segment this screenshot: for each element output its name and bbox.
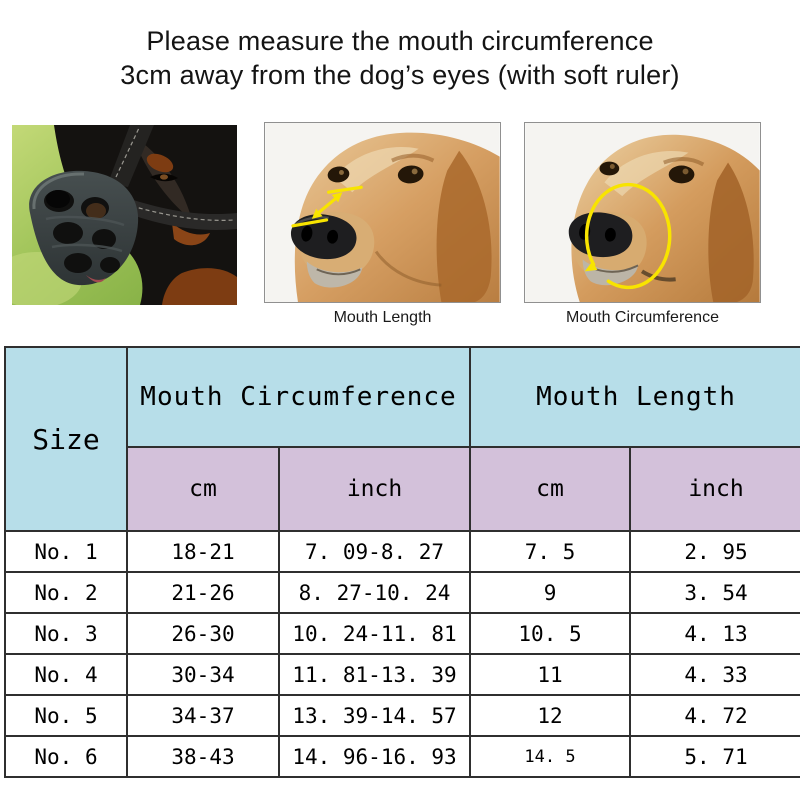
ml-cm-value: 11 [469, 653, 632, 696]
table-row: No. 1 18-21 7. 09-8. 27 7. 5 2. 95 [4, 530, 800, 573]
mouth-length-arrow-icon [291, 185, 363, 228]
table-row: No. 4 30-34 11. 81-13. 39 11 4. 33 [4, 653, 800, 696]
mouth-circumference-photo [524, 122, 761, 303]
ml-inch-value: 3. 54 [629, 571, 800, 614]
size-value: No. 3 [4, 612, 128, 655]
mc-inch-value: 8. 27-10. 24 [277, 571, 472, 614]
page-title: Please measure the mouth circumference 3… [0, 24, 800, 92]
mc-cm-value: 26-30 [126, 612, 280, 655]
ml-inch-value: 2. 95 [629, 530, 800, 573]
ml-cm-value: 14. 5 [469, 735, 632, 778]
table-row: No. 6 38-43 14. 96-16. 93 14. 5 5. 71 [4, 735, 800, 778]
mc-cm-value: 18-21 [126, 530, 280, 573]
ml-inch-value: 5. 71 [629, 735, 800, 778]
dog-with-muzzle-illustration [12, 125, 237, 305]
ml-cm-value: 12 [469, 694, 632, 737]
size-value: No. 4 [4, 653, 128, 696]
mouth-length-photo [264, 122, 501, 303]
size-value: No. 2 [4, 571, 128, 614]
ml-cm-value: 7. 5 [469, 530, 632, 573]
mc-inch-value: 13. 39-14. 57 [277, 694, 472, 737]
mc-cm-value: 30-34 [126, 653, 280, 696]
ml-inch-value: 4. 72 [629, 694, 800, 737]
mouth-circumference-illustration [525, 123, 760, 302]
table-subheader-row: cm inch cm inch [5, 446, 800, 532]
ml-inch-value: 4. 13 [629, 612, 800, 655]
mc-inch-value: 7. 09-8. 27 [277, 530, 472, 573]
size-column-header: Size [4, 346, 128, 532]
mc-inch-value: 10. 24-11. 81 [277, 612, 472, 655]
mouth-length-group-header: Mouth Length [469, 346, 800, 448]
mouth-length-illustration [265, 123, 500, 302]
mouth-circumference-caption: Mouth Circumference [566, 309, 719, 326]
ml-inch-value: 4. 33 [629, 653, 800, 696]
table-row: No. 2 21-26 8. 27-10. 24 9 3. 54 [4, 571, 800, 614]
size-table: Size Mouth Circumference Mouth Length cm… [4, 346, 800, 778]
table-row: No. 5 34-37 13. 39-14. 57 12 4. 72 [4, 694, 800, 737]
mc-cm-header: cm [126, 446, 280, 532]
mc-cm-value: 38-43 [126, 735, 280, 778]
table-row: No. 3 26-30 10. 24-11. 81 10. 5 4. 13 [4, 612, 800, 655]
size-value: No. 6 [4, 735, 128, 778]
ml-cm-value: 9 [469, 571, 632, 614]
mc-cm-value: 34-37 [126, 694, 280, 737]
ml-cm-header: cm [469, 446, 632, 532]
ml-cm-value: 10. 5 [469, 612, 632, 655]
mouth-length-caption: Mouth Length [333, 309, 432, 326]
mc-cm-value: 21-26 [126, 571, 280, 614]
mc-inch-header: inch [277, 446, 472, 532]
size-value: No. 5 [4, 694, 128, 737]
size-value: No. 1 [4, 530, 128, 573]
dog-with-muzzle-photo [12, 125, 237, 305]
mouth-circumference-circle-arrow-icon [584, 182, 672, 290]
title-line-1: Please measure the mouth circumference [146, 26, 654, 56]
mc-inch-value: 11. 81-13. 39 [277, 653, 472, 696]
table-group-header-row: Size Mouth Circumference Mouth Length [4, 346, 800, 532]
ml-inch-header: inch [629, 446, 800, 532]
mc-inch-value: 14. 96-16. 93 [277, 735, 472, 778]
mouth-circumference-group-header: Mouth Circumference [125, 346, 472, 448]
title-line-2: 3cm away from the dog’s eyes (with soft … [120, 60, 680, 90]
